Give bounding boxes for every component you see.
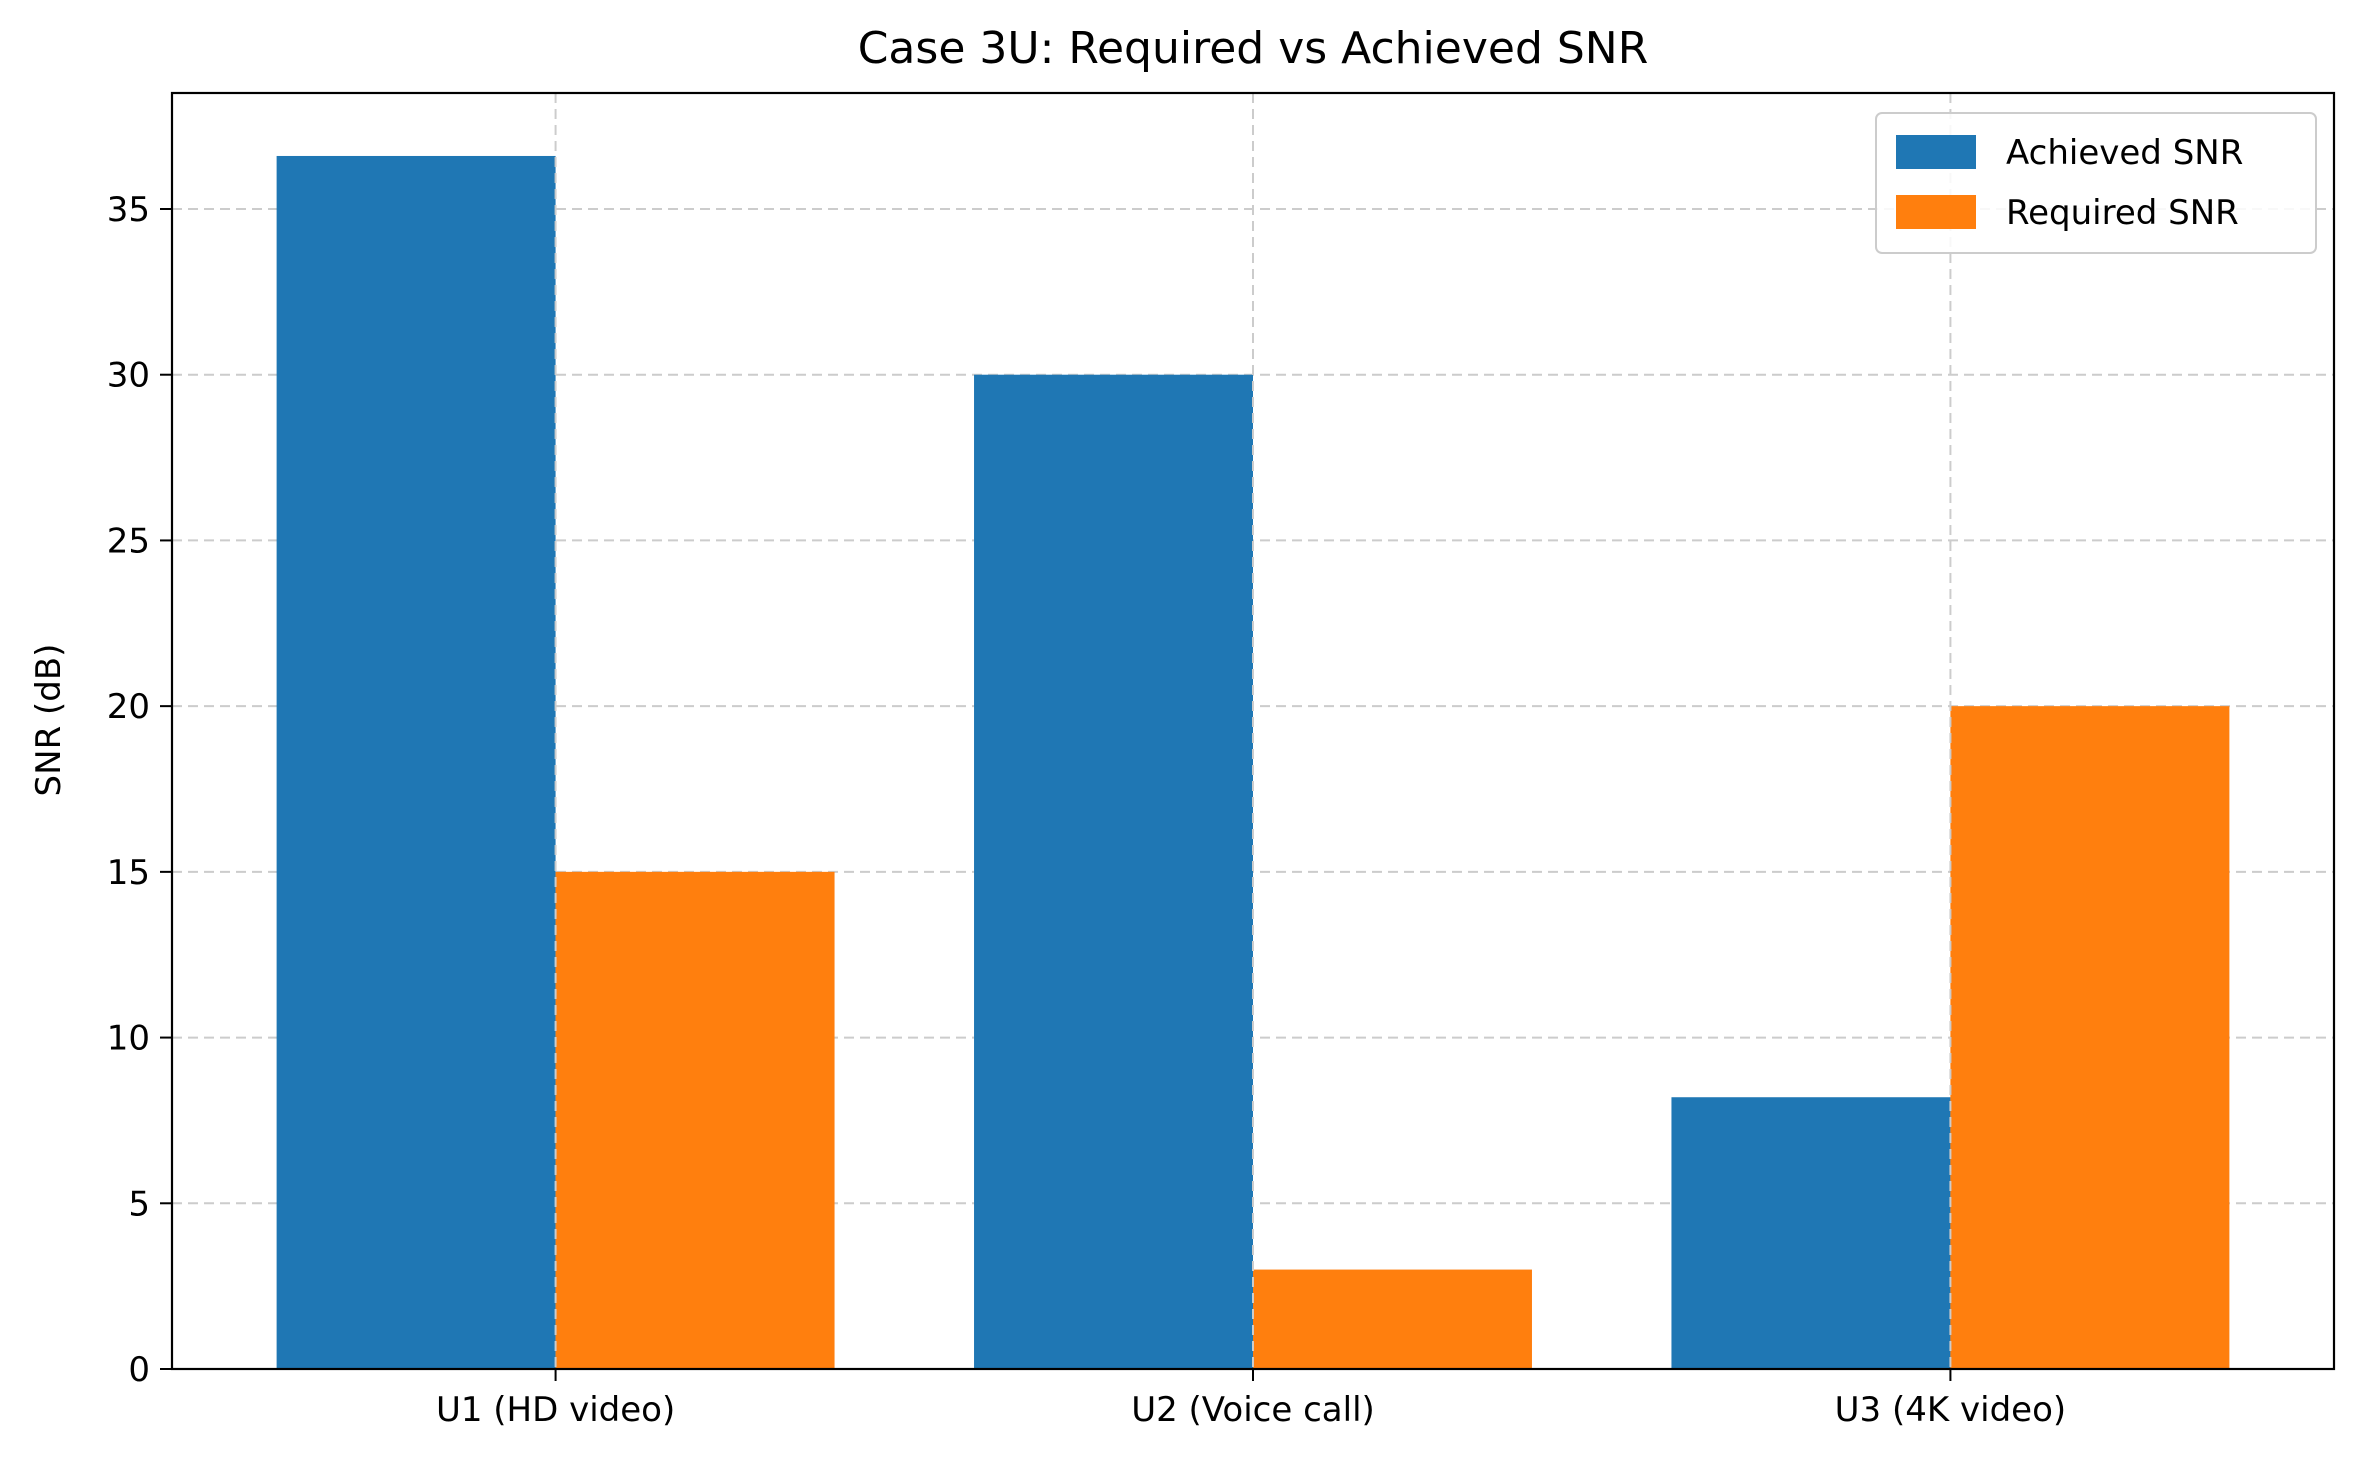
legend-label: Required SNR bbox=[2006, 193, 2239, 233]
y-tick-label: 30 bbox=[107, 356, 150, 396]
y-axis-label: SNR (dB) bbox=[29, 644, 69, 797]
y-tick-label: 20 bbox=[107, 687, 150, 727]
y-tick-label: 25 bbox=[107, 521, 150, 561]
bar-achieved-2 bbox=[974, 374, 1253, 1369]
y-tick-label: 15 bbox=[107, 853, 150, 893]
x-tick-label: U1 (HD video) bbox=[436, 1390, 675, 1430]
bar-required-2 bbox=[1253, 1269, 1532, 1369]
x-tick-label: U3 (4K video) bbox=[1835, 1390, 2066, 1430]
chart-title: Case 3U: Required vs Achieved SNR bbox=[858, 23, 1649, 74]
legend-frame bbox=[1875, 112, 2317, 254]
y-tick-label: 10 bbox=[107, 1019, 150, 1059]
bar-required-1 bbox=[555, 871, 835, 1369]
y-tick-label: 0 bbox=[128, 1350, 150, 1390]
x-tick-label: U2 (Voice call) bbox=[1131, 1390, 1375, 1430]
y-tick-label: 5 bbox=[128, 1184, 150, 1224]
bar-achieved-3 bbox=[1671, 1097, 1951, 1369]
x-axis-ticks: U1 (HD video) U2 (Voice call) U3 (4K video… bbox=[436, 1369, 2066, 1430]
y-tick-label: 35 bbox=[107, 190, 150, 230]
legend-label: Achieved SNR bbox=[2006, 133, 2243, 173]
legend-swatch bbox=[1896, 135, 1976, 169]
legend-swatch bbox=[1896, 195, 1976, 229]
bar-required-3 bbox=[1950, 706, 2230, 1369]
legend: Achieved SNR Required SNR bbox=[1875, 112, 2317, 254]
bars bbox=[276, 93, 2230, 1369]
bar-achieved-1 bbox=[276, 155, 556, 1369]
y-axis-ticks: 0 5 10 15 20 25 30 35 bbox=[107, 190, 172, 1390]
